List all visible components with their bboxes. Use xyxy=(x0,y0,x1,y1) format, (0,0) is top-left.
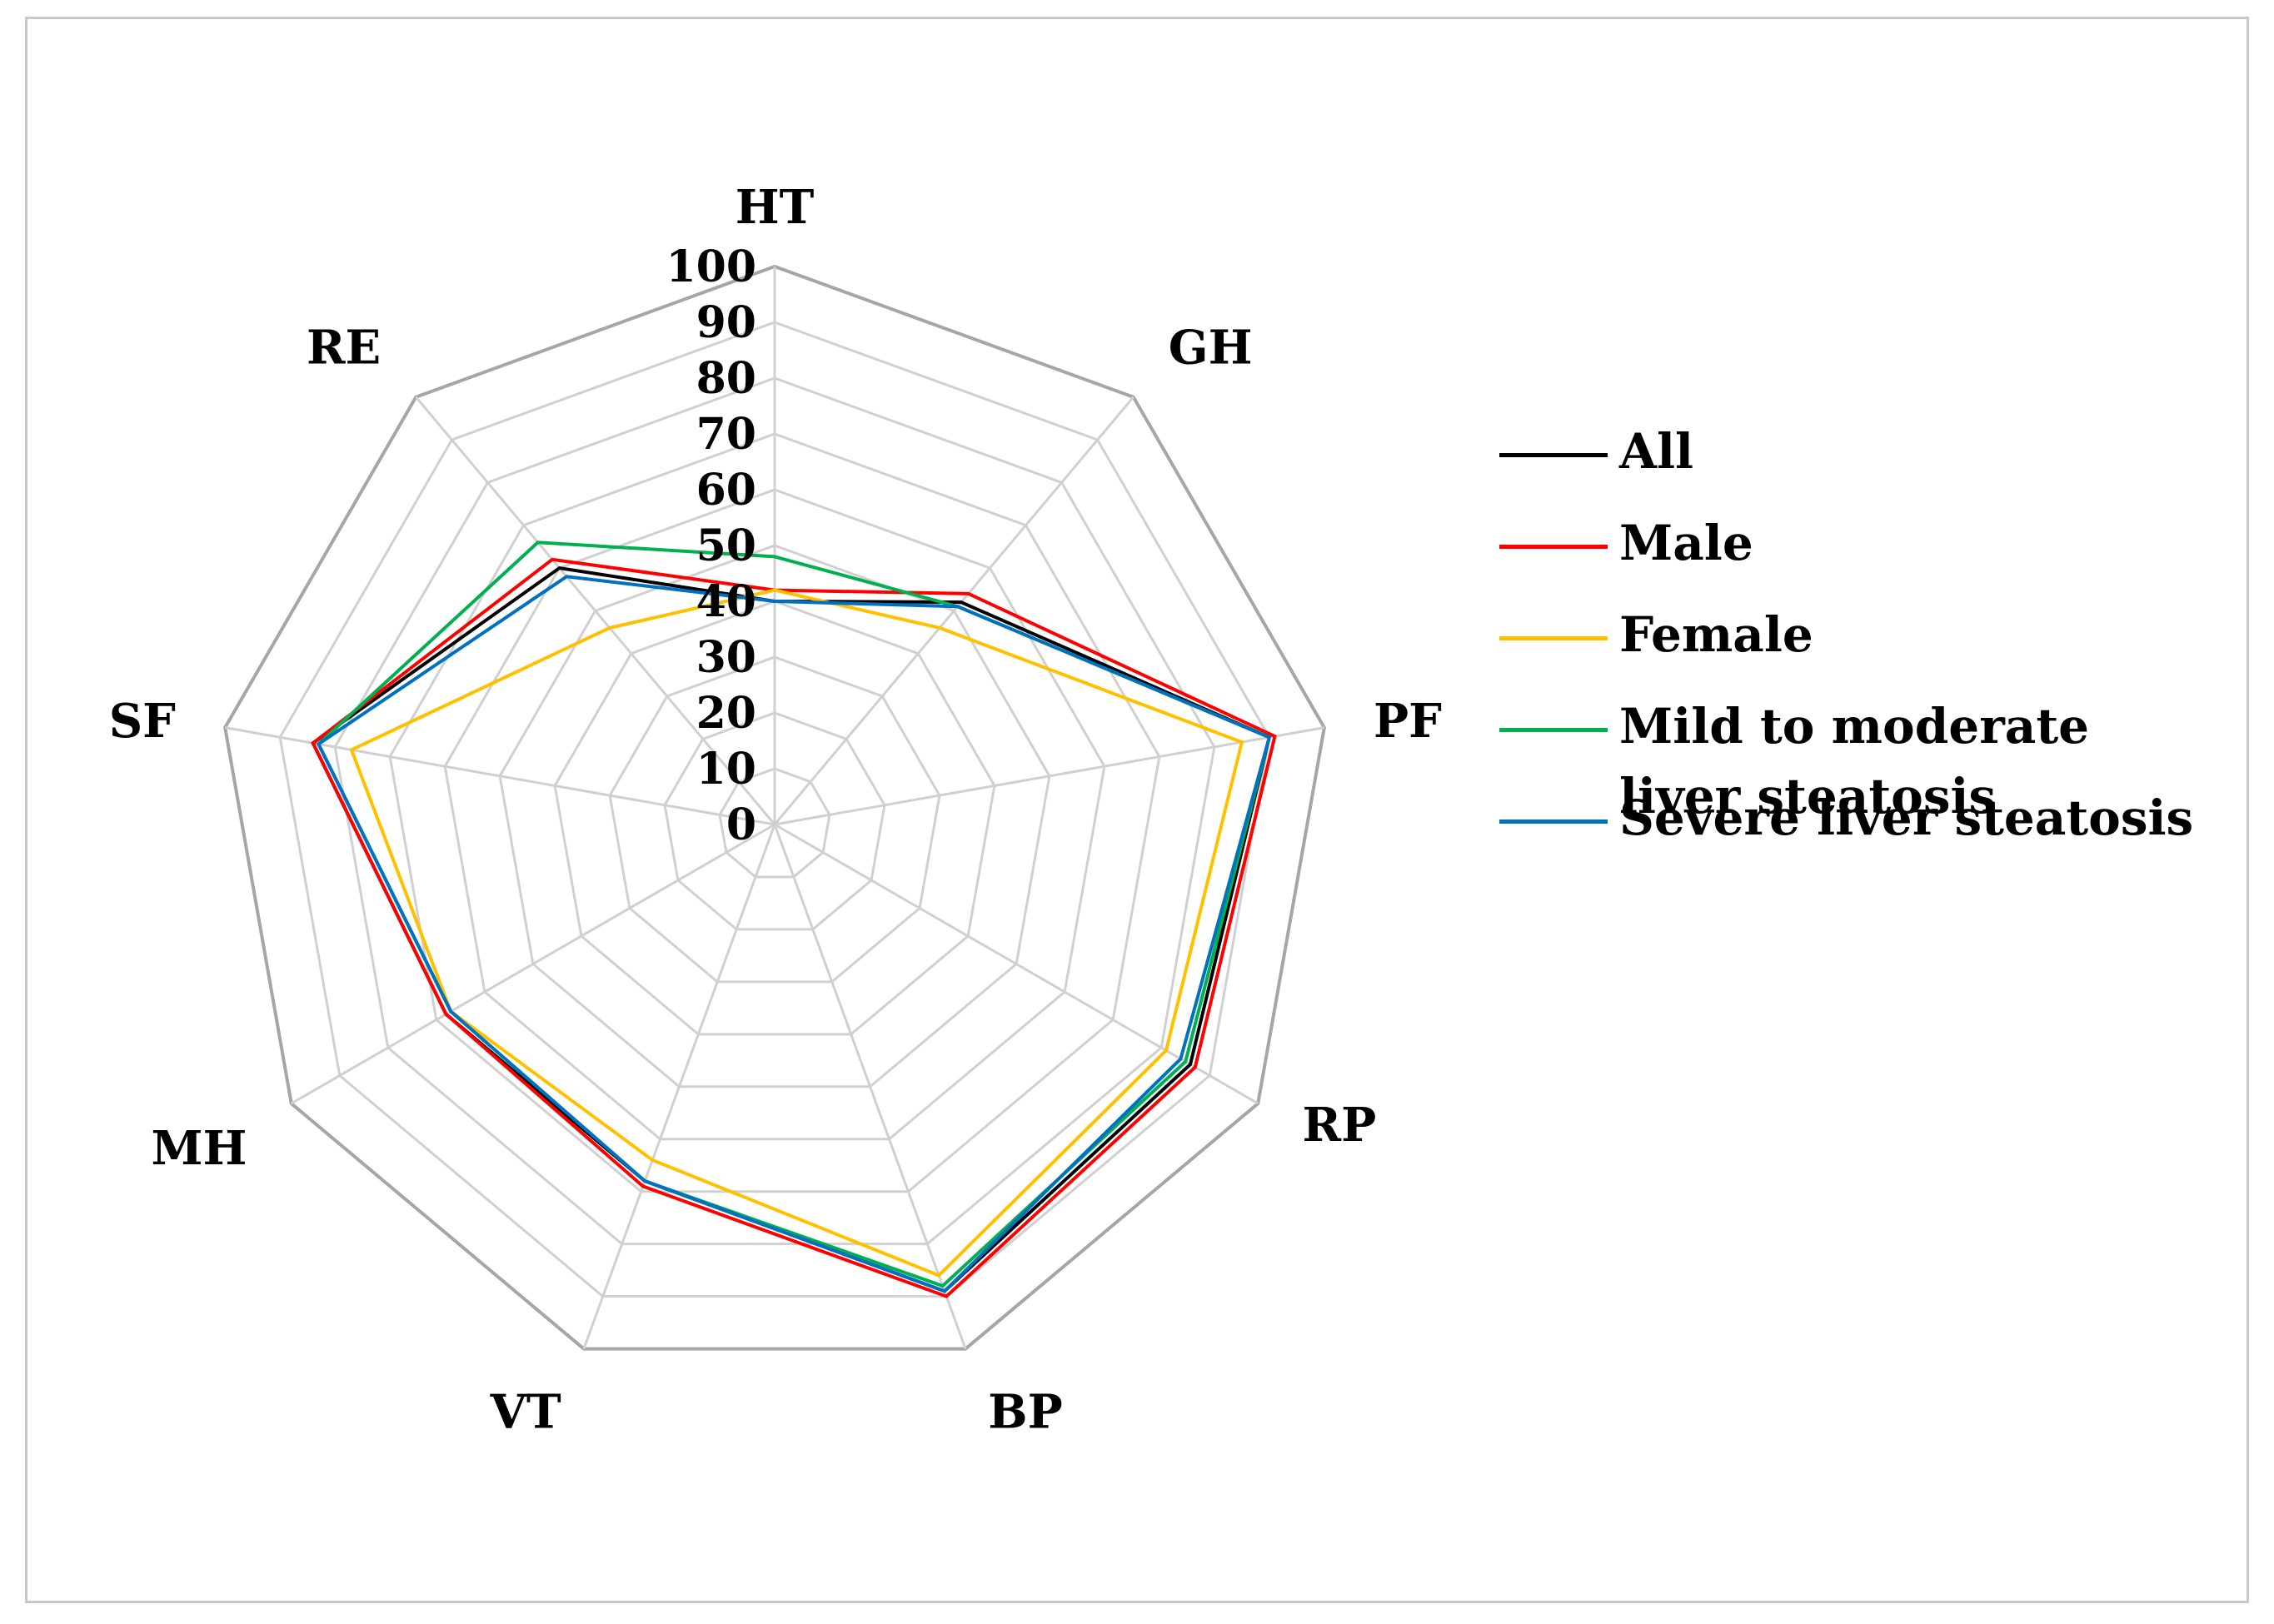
tick-label: 90 xyxy=(696,297,756,348)
axis-label-vt: VT xyxy=(490,1385,561,1440)
axis-label-ht: HT xyxy=(736,180,815,235)
chart-frame xyxy=(25,17,2249,1603)
grid-ring-50 xyxy=(498,544,1051,1088)
radar-spokes xyxy=(224,267,1325,1350)
grid-ring-10 xyxy=(718,767,831,879)
tick-label: 0 xyxy=(726,800,756,850)
legend-item: Female xyxy=(1499,600,2249,670)
axis-label-gh: GH xyxy=(1169,320,1253,375)
axis-label-rp: RP xyxy=(1303,1098,1377,1153)
grid-ring-90 xyxy=(278,321,1271,1298)
legend-item: All xyxy=(1499,416,2249,486)
grid-ring-30 xyxy=(608,655,941,984)
legend-item: Mild to moderate liver steatosis xyxy=(1499,691,2249,831)
tick-label: 70 xyxy=(696,409,756,460)
legend-swatch xyxy=(1499,453,1608,457)
legend-label: Male xyxy=(1619,515,1753,571)
axis-label-sf: SF xyxy=(109,694,176,749)
spoke-bp xyxy=(773,824,967,1350)
tick-label: 60 xyxy=(696,465,756,516)
grid-ring-20 xyxy=(663,711,886,931)
series-line-1 xyxy=(311,557,1277,1298)
legend-item: Male xyxy=(1499,508,2249,578)
tick-label: 20 xyxy=(696,688,756,739)
legend: All Male Female Mild to moderate liver stea… xyxy=(1499,416,2249,853)
tick-label: 30 xyxy=(696,632,756,683)
spoke-rp xyxy=(774,823,1259,1105)
axis-label-mh: MH xyxy=(152,1121,247,1176)
axis-label-bp: BP xyxy=(988,1385,1062,1440)
legend-swatch xyxy=(1499,728,1608,732)
grid-ring-100 xyxy=(223,264,1326,1351)
tick-label: 100 xyxy=(666,242,756,292)
tick-label: 10 xyxy=(696,744,756,795)
axis-label-pf: PF xyxy=(1374,694,1442,749)
radar-series xyxy=(311,541,1277,1298)
legend-label: Severe liver steatosis xyxy=(1619,790,2194,846)
spoke-sf xyxy=(224,726,775,826)
axis-label-re: RE xyxy=(307,320,381,375)
series-line-2 xyxy=(349,588,1244,1278)
spoke-vt xyxy=(582,824,776,1350)
grid-ring-40 xyxy=(553,600,996,1036)
tick-label: 40 xyxy=(696,576,756,627)
legend-swatch xyxy=(1499,819,1608,824)
spoke-re xyxy=(415,396,776,825)
series-line-3 xyxy=(316,541,1272,1288)
spoke-gh xyxy=(773,396,1135,825)
legend-label: All xyxy=(1619,423,1694,480)
legend-swatch xyxy=(1499,545,1608,549)
spoke-mh xyxy=(291,823,775,1105)
radar-axis-labels: HT GH PF RP BP VT MH SF RE xyxy=(109,180,1442,1440)
series-line-4 xyxy=(316,575,1272,1293)
legend-item: Severe liver steatosis xyxy=(1499,783,2249,853)
legend-swatch xyxy=(1499,636,1608,640)
legend-label: Female xyxy=(1619,606,1813,663)
legend-label: Mild to moderate liver steatosis xyxy=(1619,698,2090,824)
tick-label: 50 xyxy=(696,521,756,571)
grid-ring-80 xyxy=(333,376,1216,1246)
tick-label: 80 xyxy=(696,353,756,404)
spoke-pf xyxy=(774,726,1325,826)
